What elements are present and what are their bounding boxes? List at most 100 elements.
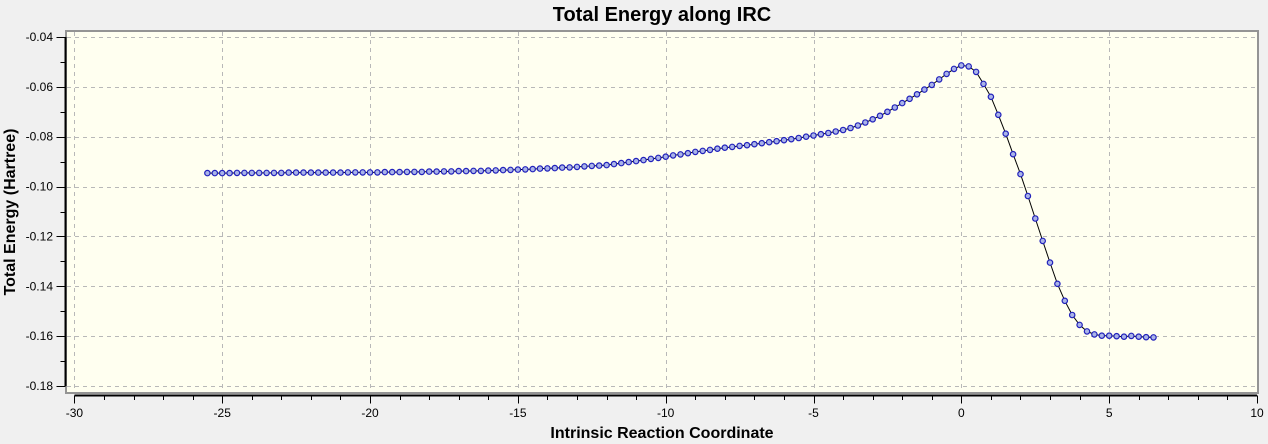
y-tick-label: -0.16 xyxy=(26,329,54,343)
x-tick-label: -30 xyxy=(66,406,84,420)
data-point-marker xyxy=(477,167,485,175)
data-point-marker xyxy=(758,139,766,147)
x-tick-label: 0 xyxy=(958,406,965,420)
data-point-marker xyxy=(595,162,603,169)
data-point-marker xyxy=(684,149,692,157)
data-point-marker xyxy=(714,145,721,153)
x-tick-label: -25 xyxy=(214,406,232,420)
data-point-marker xyxy=(1061,297,1069,305)
data-point-marker xyxy=(344,169,352,176)
data-point-marker xyxy=(736,142,743,150)
y-tick-label: -0.10 xyxy=(26,180,54,194)
data-point-marker xyxy=(396,168,403,176)
data-point-marker xyxy=(566,164,573,171)
data-point-marker xyxy=(839,126,847,134)
data-point-marker xyxy=(795,134,803,142)
data-point-marker xyxy=(817,130,825,138)
data-point-marker xyxy=(965,63,973,70)
data-point-marker xyxy=(300,169,307,176)
data-point-marker xyxy=(906,95,913,103)
plot-area: -30 -25 -20 -15 -10 -5 0 5 10 -0.04 -0.06 -0.08 -0.1… xyxy=(26,30,1264,420)
data-point-marker xyxy=(1091,331,1098,338)
data-point-marker xyxy=(1068,311,1076,319)
data-point-marker xyxy=(1128,332,1135,340)
data-point-marker xyxy=(248,169,256,177)
data-point-marker xyxy=(233,169,241,177)
x-tick-label: -15 xyxy=(509,406,527,420)
data-point-marker xyxy=(544,165,551,172)
data-point-marker xyxy=(1113,332,1120,340)
data-point-marker xyxy=(987,93,995,101)
y-tick-label: -0.14 xyxy=(26,279,54,293)
data-point-marker xyxy=(1017,170,1024,178)
data-point-marker xyxy=(854,122,862,129)
data-point-marker xyxy=(403,168,411,176)
data-point-marker xyxy=(1024,192,1032,200)
data-point-marker xyxy=(573,163,581,171)
data-point-marker xyxy=(780,136,788,144)
data-point-marker xyxy=(440,168,448,175)
data-point-marker xyxy=(314,169,322,176)
data-point-marker xyxy=(728,143,736,151)
data-point-marker xyxy=(551,164,559,172)
data-point-marker xyxy=(935,76,943,83)
data-point-marker xyxy=(285,169,293,176)
data-point-marker xyxy=(921,86,928,93)
data-point-marker xyxy=(787,135,795,143)
data-point-marker xyxy=(255,169,263,177)
data-point-marker xyxy=(802,133,810,141)
data-point-marker xyxy=(351,169,359,176)
data-point-marker xyxy=(1009,150,1017,158)
plot-background xyxy=(66,31,1258,393)
data-point-marker xyxy=(913,91,921,98)
data-point-marker xyxy=(654,154,662,162)
data-point-marker xyxy=(270,169,278,177)
data-point-marker xyxy=(484,167,492,174)
data-point-marker xyxy=(241,169,248,177)
data-point-marker xyxy=(765,138,773,146)
data-point-marker xyxy=(277,169,285,177)
data-point-marker xyxy=(381,168,389,176)
data-point-marker xyxy=(292,169,300,176)
data-point-marker xyxy=(662,153,670,161)
data-point-marker xyxy=(226,169,233,177)
data-point-marker xyxy=(447,168,455,175)
y-tick-label: -0.04 xyxy=(26,30,54,44)
data-point-marker xyxy=(810,132,817,139)
data-point-marker xyxy=(603,161,610,169)
data-point-marker xyxy=(980,80,987,88)
x-tick-label: -5 xyxy=(808,406,819,420)
data-point-marker xyxy=(1032,215,1039,222)
data-point-marker xyxy=(1054,280,1061,288)
data-point-marker xyxy=(558,164,566,171)
y-tick-label: -0.08 xyxy=(26,130,54,144)
data-point-marker xyxy=(647,155,655,163)
data-point-marker xyxy=(706,146,714,154)
data-point-marker xyxy=(1083,328,1091,335)
data-point-marker xyxy=(1105,332,1113,340)
data-point-marker xyxy=(832,128,840,135)
x-tick-label: -20 xyxy=(361,406,379,420)
data-point-marker xyxy=(610,160,618,168)
data-point-marker xyxy=(972,68,980,76)
data-point-marker xyxy=(581,163,588,170)
data-point-marker xyxy=(861,119,869,126)
data-point-marker xyxy=(211,169,219,177)
data-point-marker xyxy=(204,169,211,177)
x-axis-label: Intrinsic Reaction Coordinate xyxy=(550,425,773,442)
data-point-marker xyxy=(588,162,596,170)
data-point-marker xyxy=(1120,333,1128,341)
chart-title: Total Energy along IRC xyxy=(553,4,772,26)
data-point-marker xyxy=(514,166,522,173)
data-point-marker xyxy=(388,168,396,176)
y-axis-label: Total Energy (Hartree) xyxy=(2,129,19,296)
data-point-marker xyxy=(743,141,751,149)
data-point-marker xyxy=(677,151,684,158)
data-point-marker xyxy=(957,62,965,69)
data-point-marker xyxy=(1039,237,1047,245)
data-point-marker xyxy=(1098,332,1106,340)
data-point-marker xyxy=(470,167,477,175)
data-point-marker xyxy=(329,169,337,176)
